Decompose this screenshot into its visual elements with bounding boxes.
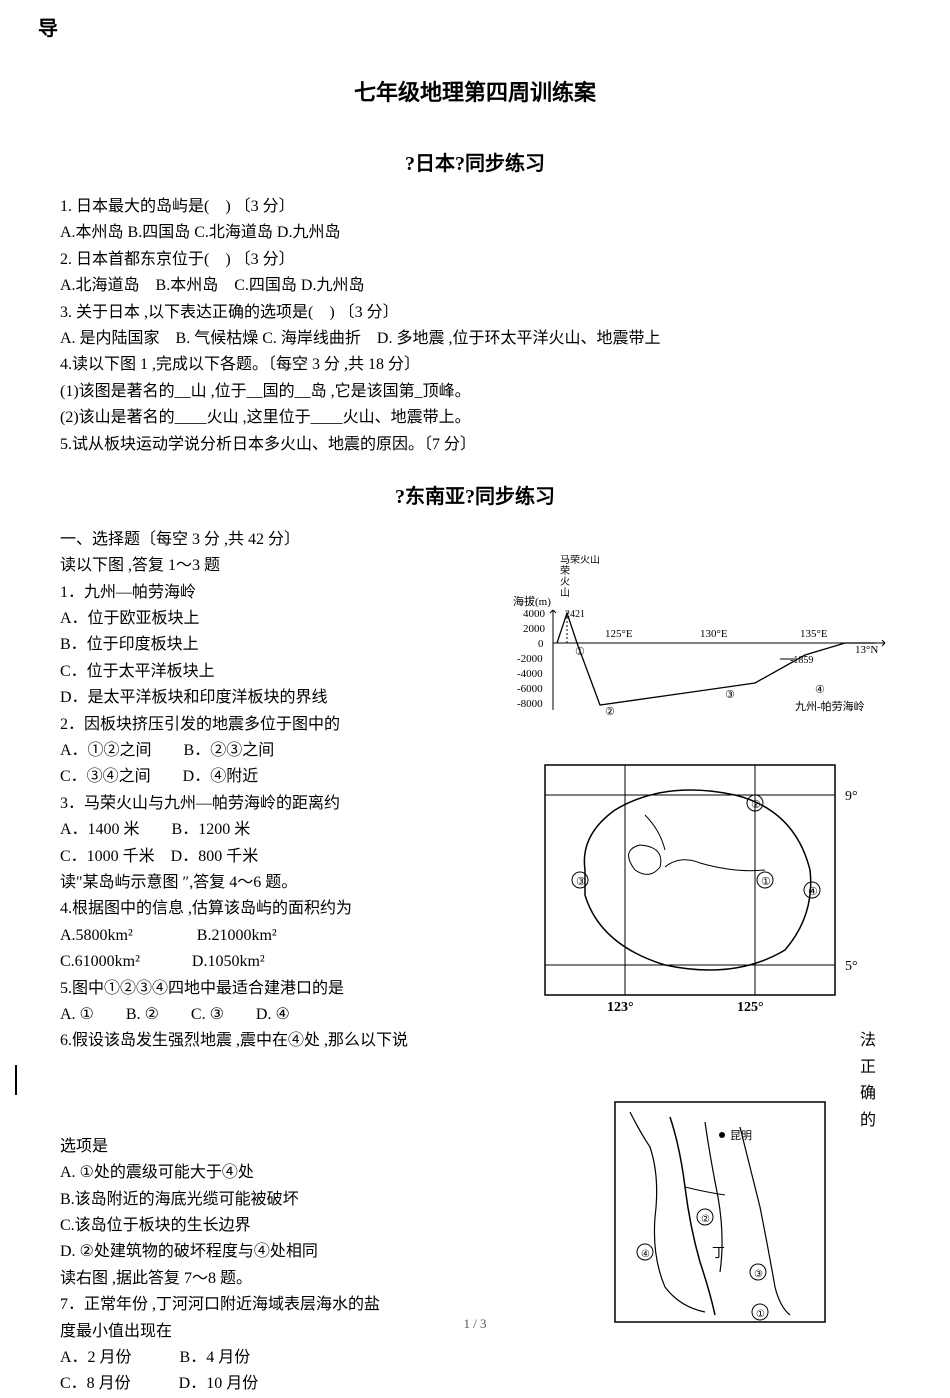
yt2: 0 (538, 638, 544, 650)
q1-opts: A.本州岛 B.四国岛 C.北海道岛 D.九州岛 (60, 220, 890, 246)
m1: ① (575, 646, 585, 658)
q1: 1. 日本最大的岛屿是( ) 〔3 分〕 (60, 194, 890, 220)
city: 昆明 (730, 1129, 752, 1142)
yt3: -2000 (517, 653, 543, 665)
lon2: 130°E (700, 628, 728, 640)
s2q4o1: A.5800km² B.21000km² (60, 923, 540, 949)
q4a: (1)该图是著名的__山 ,位于__国的__岛 ,它是该国第_顶峰。 (60, 379, 890, 405)
yt4: -4000 (517, 668, 543, 680)
s2q7o1: A．2 月份 B．4 月份 (60, 1345, 890, 1371)
yt1: 2000 (523, 623, 546, 635)
q4: 4.读以下图 1 ,完成以下各题。〔每空 3 分 ,共 18 分〕 (60, 352, 890, 378)
s2q6a: 6.假设该岛发生强烈地震 ,震中在④处 ,那么以下说 (60, 1028, 540, 1134)
yt6: -8000 (517, 698, 543, 710)
q5: 5.试从板块运动学说分析日本多火山、地震的原因。〔7 分〕 (60, 432, 890, 458)
m2: ② (605, 706, 615, 718)
s2q1b: B．位于印度板块上 (60, 632, 540, 658)
q2: 2. 日本首都东京位于( ) 〔3 分〕 (60, 247, 890, 273)
m3: ③ (725, 689, 735, 701)
f2m3: ③ (576, 876, 586, 888)
s2q1c: C．位于太平洋板块上 (60, 659, 540, 685)
ridge: 九州-帕劳海岭 (795, 699, 865, 713)
lon3: 135°E (800, 628, 828, 640)
s2q2o2: C．③④之间 D．④附近 (60, 764, 540, 790)
s2q1d: D．是太平洋板块和印度洋板块的界线 (60, 685, 540, 711)
q3: 3. 关于日本 ,以下表达正确的选项是( ) 〔3 分〕 (60, 300, 890, 326)
s2q4o2: C.61000km² D.1050km² (60, 949, 540, 975)
f3m2: ② (701, 1214, 710, 1225)
figure-crosssection: 马荣火山 荣 火 山 海拔(m) 4000 2000 0 -2000 -4000… (505, 555, 890, 740)
s2q1a: A．位于欧亚板块上 (60, 606, 540, 632)
lat1: 9° (845, 789, 858, 804)
yt5: -6000 (517, 683, 543, 695)
m4: ④ (815, 684, 825, 696)
lon1: 123° (607, 1000, 634, 1015)
section2-subtitle: ?东南亚?同步练习 (60, 480, 890, 509)
depth: -1859 (790, 655, 813, 666)
margin-line (15, 1065, 17, 1095)
lat2: 5° (845, 959, 858, 974)
figure-river: 昆明 ① ② ③ ④ 丁 (610, 1097, 830, 1332)
s2q7o2: C．8 月份 D．10 月份 (60, 1371, 890, 1397)
s2q4: 4.根据图中的信息 ,估算该岛屿的面积约为 (60, 896, 540, 922)
f3m4: ④ (641, 1249, 650, 1260)
sec2-header: 一、选择题〔每空 3 分 ,共 42 分〕 (60, 527, 890, 553)
svg-text:山: 山 (560, 587, 570, 599)
s2q3o1: A．1400 米 B．1200 米 (60, 817, 540, 843)
s2q6b: 法正确的 (860, 1028, 890, 1134)
f3m1: ① (756, 1309, 765, 1320)
s2q5o: A. ① B. ② C. ③ D. ④ (60, 1002, 540, 1028)
s2q2o1: A．①②之间 B．②③之间 (60, 738, 540, 764)
fig1-ylabel: 海拔(m) (513, 594, 551, 608)
corner-mark: 导 (38, 12, 58, 41)
s2q2: 2．因板块挤压引发的地震多位于图中的 (60, 712, 540, 738)
f2m2: ② (751, 799, 761, 811)
figure-island: 9° 5° 123° 125° ① ② ③ ④ (505, 755, 890, 1020)
s2q3: 3．马荣火山与九州—帕劳海岭的距离约 (60, 791, 540, 817)
intro2: 读"某岛屿示意图 ″,答复 4～6 题。 (60, 870, 540, 896)
svg-text:火: 火 (560, 576, 570, 588)
lat: 13°N (855, 644, 878, 656)
f3m3: ③ (754, 1269, 763, 1280)
q4b: (2)该山是著名的____火山 ,这里位于____火山、地震带上。 (60, 405, 890, 431)
s2q1: 1．九州—帕劳海岭 (60, 580, 540, 606)
svg-text:荣: 荣 (560, 565, 570, 577)
s2q3o2: C．1000 千米 D．800 千米 (60, 844, 540, 870)
f2m4: ④ (808, 886, 818, 898)
river: 丁 (712, 1245, 725, 1260)
q3-opts: A. 是内陆国家 B. 气候枯燥 C. 海岸线曲折 D. 多地震 ,位于环太平洋… (60, 326, 890, 352)
s2q5: 5.图中①②③④四地中最适合建港口的是 (60, 976, 540, 1002)
lon1: 125°E (605, 628, 633, 640)
lon2: 125° (737, 1000, 764, 1015)
fig1-title1: 马荣火山 (560, 555, 600, 566)
f2m1: ① (761, 876, 771, 888)
section1-subtitle: ?日本?同步练习 (60, 147, 890, 176)
page-title: 七年级地理第四周训练案 (60, 75, 890, 107)
q2-opts: A.北海道岛 B.本州岛 C.四国岛 D.九州岛 (60, 273, 890, 299)
page-number: 1 / 3 (463, 1316, 486, 1332)
yt0: 4000 (523, 608, 546, 620)
